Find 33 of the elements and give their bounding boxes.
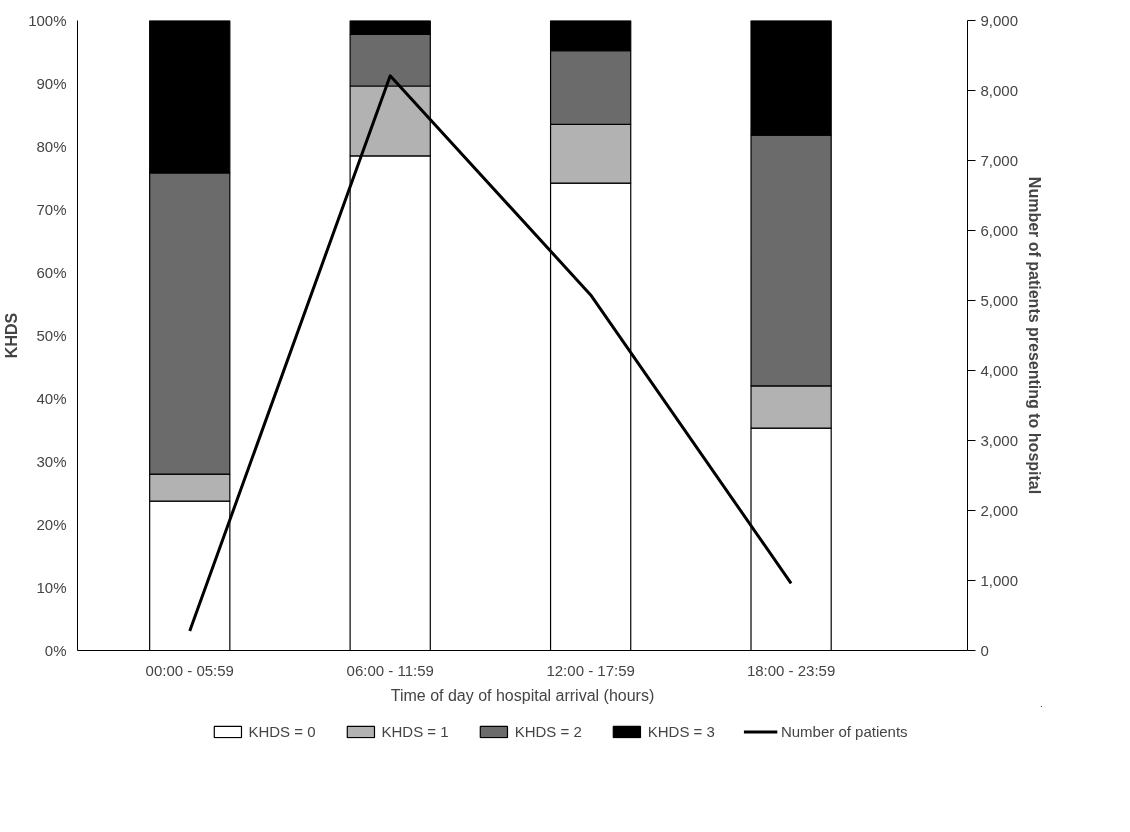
y-axis-title: KHDS [3,312,21,359]
y-tick-label: 80% [36,138,67,155]
y2-tick-label: 7,000 [980,151,1019,169]
y2-tick-label: 1,000 [980,571,1019,589]
legend-label: Number of patients [780,722,908,740]
y2-axis-title: Number of patients presenting to hospital [1026,176,1044,495]
y2-tick-label: 6,000 [980,221,1019,239]
y-tick-label: 20% [36,516,67,533]
y2-tick-label: 9,000 [980,11,1019,29]
legend-label: KHDS = 1 [381,722,449,740]
legend-label: KHDS = 0 [248,722,316,740]
y-tick-label: 100% [28,12,67,29]
y2-tick-label: 5,000 [980,291,1019,309]
legend-label: KHDS = 2 [514,722,582,740]
x-tick-label: 12:00 - 17:59 [546,661,635,679]
y-tick-label: 10% [36,579,67,596]
y2-tick-label: 8,000 [980,81,1019,99]
legend-label: KHDS = 3 [647,722,715,740]
x-axis-title: Time of day of hospital arrival (hours) [390,686,655,704]
y2-tick-label: 3,000 [980,431,1019,449]
y-tick-label: 0% [44,642,67,659]
y2-tick-label: 2,000 [980,501,1019,519]
x-tick-label: 18:00 - 23:59 [746,661,836,679]
x-tick-label: 06:00 - 11:59 [346,661,434,679]
y-tick-label: 90% [36,75,67,92]
y-tick-label: 50% [36,327,67,344]
y-tick-label: 40% [36,390,67,407]
y2-tick-label: 0 [980,641,989,659]
y-tick-label: 70% [36,201,67,218]
y-tick-label: 60% [36,264,67,281]
y2-tick-label: 4,000 [980,361,1019,379]
x-tick-label: 00:00 - 05:59 [145,661,234,679]
y-tick-label: 30% [36,453,67,470]
